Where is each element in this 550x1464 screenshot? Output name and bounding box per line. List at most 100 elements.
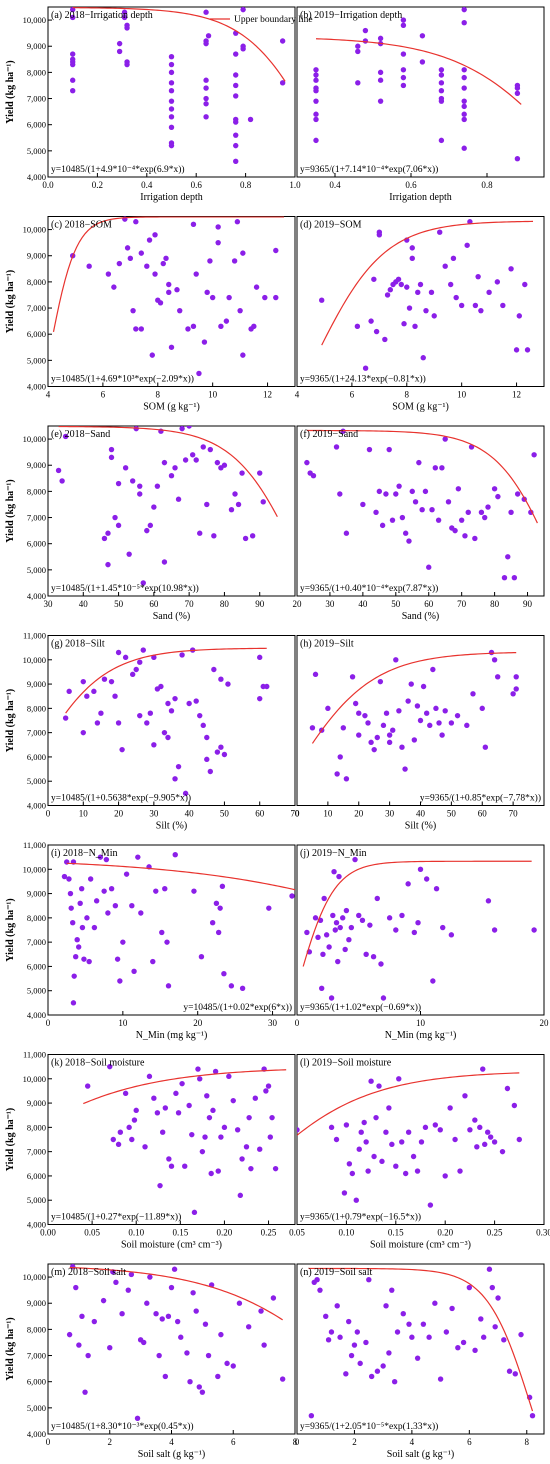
chart-8-xtick-label: 20 <box>193 1018 203 1028</box>
chart-10-point <box>195 1066 201 1072</box>
chart-12-title: (m) 2018−Soil salt <box>51 1267 126 1278</box>
chart-11-point <box>368 1078 374 1084</box>
chart-7-xtick-label: 70 <box>509 809 519 819</box>
chart-0-point <box>116 48 123 55</box>
chart-8-point <box>228 983 235 989</box>
chart-9-point <box>448 932 455 938</box>
chart-3-point <box>384 292 391 298</box>
chart-11-point <box>480 1066 486 1072</box>
chart-2-ytick-label: 9,000 <box>27 251 46 261</box>
chart-11-panel: 0.05 0.10 0.15 0.20 0.25 0.30 (l) 2019−Soil mo… <box>289 1054 550 1251</box>
chart-7-point <box>396 708 402 714</box>
chart-12-point <box>76 1342 82 1348</box>
chart-7-point <box>325 705 331 712</box>
chart-9-xlabel: N_Min (mg kg⁻¹) <box>385 1030 457 1041</box>
chart-1-point <box>377 77 384 83</box>
chart-6-point <box>257 654 263 661</box>
chart-2-ytick-label: 8,000 <box>27 277 46 287</box>
chart-10-point <box>208 1170 214 1177</box>
chart-4-point <box>115 522 122 529</box>
chart-12-point <box>236 1300 243 1306</box>
chart-0-point <box>70 7 76 13</box>
chart-0-point <box>233 158 239 165</box>
chart-11-point <box>516 1136 522 1143</box>
chart-9-point <box>319 985 325 991</box>
chart-10-ytick-label: 6,000 <box>27 1171 46 1181</box>
chart-11-point <box>452 1136 458 1143</box>
chart-5-point <box>402 530 409 536</box>
chart-13-point <box>426 1334 432 1340</box>
chart-0-point <box>279 38 286 44</box>
chart-6-xtick-label: 40 <box>185 809 195 819</box>
chart-1-point <box>400 67 407 73</box>
chart-13-point <box>409 1334 415 1340</box>
chart-7-point <box>312 671 319 678</box>
chart-1-point <box>461 85 467 91</box>
chart-6-point <box>197 712 203 719</box>
chart-9-point <box>348 924 355 931</box>
chart-8-point <box>266 905 272 911</box>
chart-6-point <box>218 744 224 750</box>
chart-1-point <box>461 116 467 123</box>
chart-0-point <box>247 116 254 123</box>
chart-0-xlabel: Irrigation depth <box>140 192 202 203</box>
chart-7-point <box>356 710 362 716</box>
chart-8-point <box>75 944 82 950</box>
chart-3-point <box>524 347 531 353</box>
chart-3-point <box>486 289 492 296</box>
chart-1-frame <box>296 6 545 178</box>
chart-4-point <box>101 535 108 542</box>
chart-8-point <box>198 954 205 960</box>
chart-10-point <box>204 1093 210 1099</box>
chart-4-point <box>189 452 196 458</box>
chart-4-point <box>235 501 242 508</box>
chart-0-point <box>205 33 212 39</box>
chart-2-point <box>138 326 145 332</box>
chart-2-point <box>223 318 230 324</box>
chart-5-point <box>422 488 429 495</box>
chart-4-frame <box>47 425 296 597</box>
chart-9-point <box>386 915 393 921</box>
chart-6-point <box>172 695 178 702</box>
chart-12-point <box>91 1318 98 1325</box>
chart-9-point <box>315 934 321 940</box>
chart-2-point <box>253 284 260 290</box>
chart-7-point <box>433 705 439 712</box>
chart-12-point <box>205 1352 212 1359</box>
chart-8-point <box>72 954 79 960</box>
chart-1-point <box>438 80 445 86</box>
chart-13-point <box>366 1276 372 1283</box>
chart-9-point <box>359 917 366 923</box>
chart-5-point <box>310 472 317 479</box>
chart-2-panel: 4 6 8 10 12 4,000 5,000 6,000 7,000 8,000 9,000 10,… <box>5 216 296 413</box>
chart-0-xtick-label: 0.0 <box>42 180 54 190</box>
chart-13-point <box>337 1334 343 1340</box>
chart-4-point <box>221 462 228 468</box>
chart-9-point <box>417 866 424 872</box>
chart-2-point <box>251 323 257 330</box>
chart-9-point <box>352 856 358 863</box>
chart-11-point <box>346 1161 353 1167</box>
chart-2-point <box>146 237 153 243</box>
chart-10-frame <box>47 1054 296 1225</box>
chart-8-point <box>66 876 72 882</box>
chart-3-point <box>404 284 410 290</box>
chart-2-point <box>174 287 180 293</box>
chart-3-point <box>371 276 377 282</box>
chart-2-point <box>105 271 112 277</box>
chart-5-point <box>376 488 383 495</box>
chart-3-boundary-curve <box>321 220 534 346</box>
chart-11-title: (l) 2019−Soil moisture <box>300 1058 392 1069</box>
chart-5-point <box>465 509 471 516</box>
chart-11-point <box>472 1117 478 1123</box>
chart-9-point <box>339 915 346 921</box>
chart-4-point <box>211 533 217 539</box>
chart-10-point <box>179 1080 185 1087</box>
chart-1-xtick-label: 0.6 <box>405 180 417 190</box>
chart-7-point <box>513 674 519 680</box>
chart-10-point <box>162 1105 169 1111</box>
chart-11-point <box>393 1163 399 1169</box>
chart-3-point <box>406 305 413 311</box>
chart-10-ytick-label: 9,000 <box>27 1098 46 1108</box>
chart-12-ytick-label: 10,000 <box>23 1272 46 1282</box>
